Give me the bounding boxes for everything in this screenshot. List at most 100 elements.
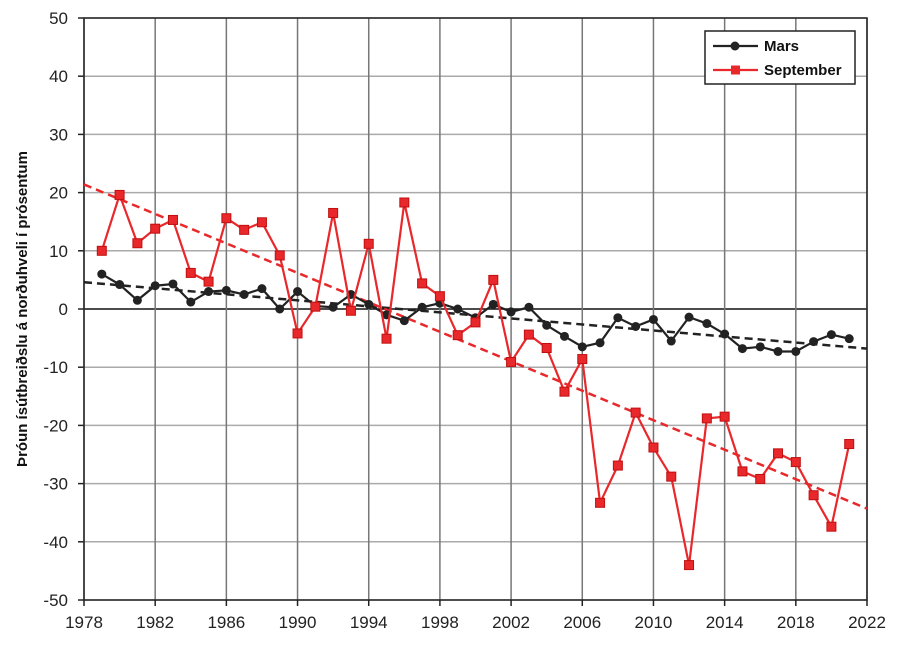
x-tick-label: 2022	[848, 613, 886, 632]
mars-line	[101, 273, 850, 353]
mars-point	[204, 287, 214, 297]
september-point	[790, 457, 801, 468]
mars-point	[399, 316, 409, 326]
x-tick-label: 2002	[492, 613, 530, 632]
september-point	[577, 354, 588, 365]
september-point	[808, 490, 819, 501]
september-point	[523, 329, 534, 340]
y-axis-label: Þróun ísútbreiðslu á norðuhveli í prósen…	[14, 151, 31, 467]
mars-point	[826, 330, 836, 340]
mars-point	[150, 281, 160, 291]
y-tick-label: -10	[43, 358, 68, 377]
september-point	[185, 267, 196, 278]
september-point	[612, 460, 623, 471]
y-tick-label: 30	[49, 125, 68, 144]
september-point	[150, 223, 161, 234]
legend-marker-september	[731, 65, 740, 75]
y-tick-label: -20	[43, 416, 68, 435]
legend-label-mars: Mars	[764, 38, 799, 55]
september-point	[274, 250, 285, 261]
september-point	[96, 245, 107, 256]
september-point	[595, 497, 606, 508]
y-tick-label: 10	[49, 242, 68, 261]
mars-point	[809, 337, 819, 347]
mars-point	[702, 319, 712, 329]
y-tick-label: 40	[49, 67, 68, 86]
september-point	[559, 386, 570, 397]
mars-point	[328, 302, 338, 312]
mars-point	[755, 342, 765, 352]
mars-point	[720, 329, 730, 339]
y-tick-label: 50	[49, 9, 68, 28]
september-point	[755, 473, 766, 484]
september-point	[826, 521, 837, 532]
september-point	[221, 213, 232, 224]
september-point	[114, 189, 125, 200]
mars-point	[648, 314, 658, 324]
x-tick-label: 1986	[207, 613, 245, 632]
x-tick-label: 2018	[777, 613, 815, 632]
x-tick-label: 1994	[350, 613, 388, 632]
mars-point	[132, 295, 142, 305]
september-point	[256, 217, 267, 228]
mars-point	[221, 285, 231, 295]
y-tick-label: -50	[43, 591, 68, 610]
mars-point	[186, 297, 196, 307]
mars-point	[844, 334, 854, 344]
september-point	[328, 207, 339, 218]
september-point	[719, 411, 730, 422]
mars-point	[666, 336, 676, 346]
plot-frame	[83, 17, 868, 601]
mars-point	[595, 338, 605, 348]
mars-point	[239, 289, 249, 299]
september-point	[310, 301, 321, 312]
mars-point	[506, 307, 516, 317]
september-point	[630, 407, 641, 418]
x-tick-label: 2010	[635, 613, 673, 632]
mars-point	[613, 313, 623, 323]
september-point	[239, 224, 250, 235]
september-point	[488, 274, 499, 285]
september-point	[132, 238, 143, 249]
september-point	[773, 448, 784, 459]
mars-point	[559, 331, 569, 341]
mars-point	[417, 302, 427, 312]
september-point	[541, 342, 552, 353]
x-tick-label: 1978	[65, 613, 103, 632]
mars-point	[488, 299, 498, 309]
september-point	[417, 278, 428, 289]
mars-point	[275, 304, 285, 314]
mars-point	[293, 287, 303, 297]
mars-point	[631, 321, 641, 331]
mars-point	[791, 346, 801, 356]
y-tick-label: -30	[43, 475, 68, 494]
y-tick-label: -40	[43, 533, 68, 552]
september-point	[167, 214, 178, 225]
legend-label-september: September	[764, 62, 842, 79]
mars-point	[524, 302, 534, 312]
mars-point	[577, 342, 587, 352]
mars-point	[97, 269, 107, 279]
september-point	[381, 333, 392, 344]
september-point	[701, 413, 712, 424]
mars-point	[364, 299, 374, 309]
legend: Mars September	[704, 30, 856, 85]
x-tick-label: 2006	[563, 613, 601, 632]
mars-point	[737, 344, 747, 354]
mars-point	[773, 346, 783, 356]
september-point	[684, 560, 695, 571]
september-point	[506, 356, 517, 367]
x-tick-label: 1990	[279, 613, 317, 632]
mars-point	[115, 280, 125, 290]
grid	[78, 17, 868, 606]
september-point	[292, 328, 303, 339]
x-tick-label: 1998	[421, 613, 459, 632]
september-point	[844, 439, 855, 450]
legend-marker-mars	[730, 41, 740, 51]
september-point	[399, 197, 410, 208]
september-point	[737, 466, 748, 477]
mars-point	[542, 320, 552, 330]
september-point	[452, 330, 463, 341]
legend-box	[704, 30, 856, 85]
